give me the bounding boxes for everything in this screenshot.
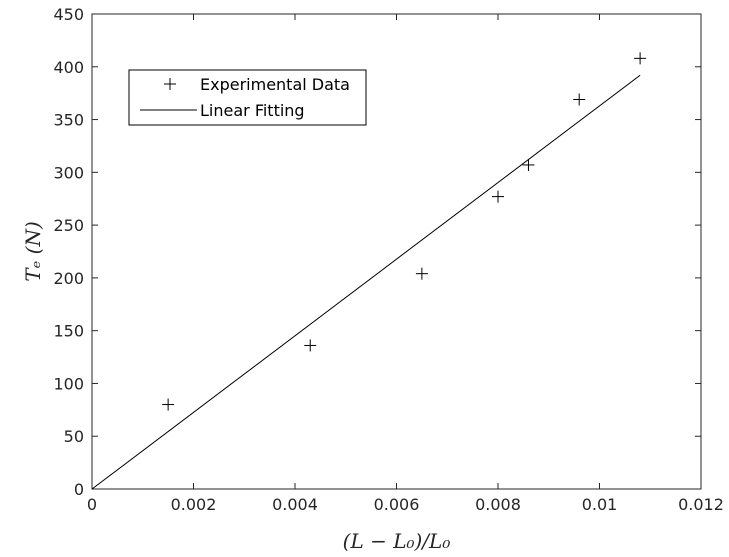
data-point <box>492 190 504 203</box>
x-tick-label: 0 <box>87 495 97 514</box>
y-axis-label: Tₑ (N) <box>21 221 45 282</box>
data-point <box>304 339 317 352</box>
data-point <box>522 158 535 171</box>
y-axis-ticks: 0 50 100 150 200 250 300 350 400 450 <box>53 5 701 499</box>
x-tick-label: 0.01 <box>582 495 618 514</box>
legend-marker-experimental <box>164 78 176 90</box>
y-tick-label: 400 <box>53 58 84 77</box>
y-tick-label: 300 <box>53 163 84 182</box>
y-tick-label: 100 <box>53 374 84 393</box>
y-tick-label: 250 <box>53 216 84 235</box>
fit-line <box>91 74 641 490</box>
y-tick-label: 50 <box>64 427 84 446</box>
x-tick-label: 0.004 <box>272 495 318 514</box>
data-point <box>634 52 647 65</box>
y-tick-label: 150 <box>53 322 84 341</box>
y-tick-label: 350 <box>53 111 84 130</box>
legend-box <box>128 69 367 126</box>
y-tick-label: 0 <box>74 480 84 499</box>
x-tick-label: 0.006 <box>374 495 420 514</box>
data-point <box>162 398 175 411</box>
y-tick-label: 450 <box>53 5 84 24</box>
data-point <box>415 267 428 280</box>
x-tick-label: 0.002 <box>171 495 217 514</box>
series-layer <box>91 52 647 490</box>
legend-label-fit: Linear Fitting <box>200 101 305 120</box>
legend-label-experimental: Experimental Data <box>200 75 350 94</box>
data-point <box>573 93 586 106</box>
x-axis-ticks: 0 0.002 0.004 0.006 0.008 0.01 0.012 <box>87 14 724 514</box>
x-tick-label: 0.008 <box>475 495 521 514</box>
legend: Experimental Data Linear Fitting <box>128 69 367 126</box>
y-tick-label: 200 <box>53 269 84 288</box>
x-axis-label: (L − L₀)/L₀ <box>343 529 451 553</box>
x-tick-label: 0.012 <box>678 495 724 514</box>
